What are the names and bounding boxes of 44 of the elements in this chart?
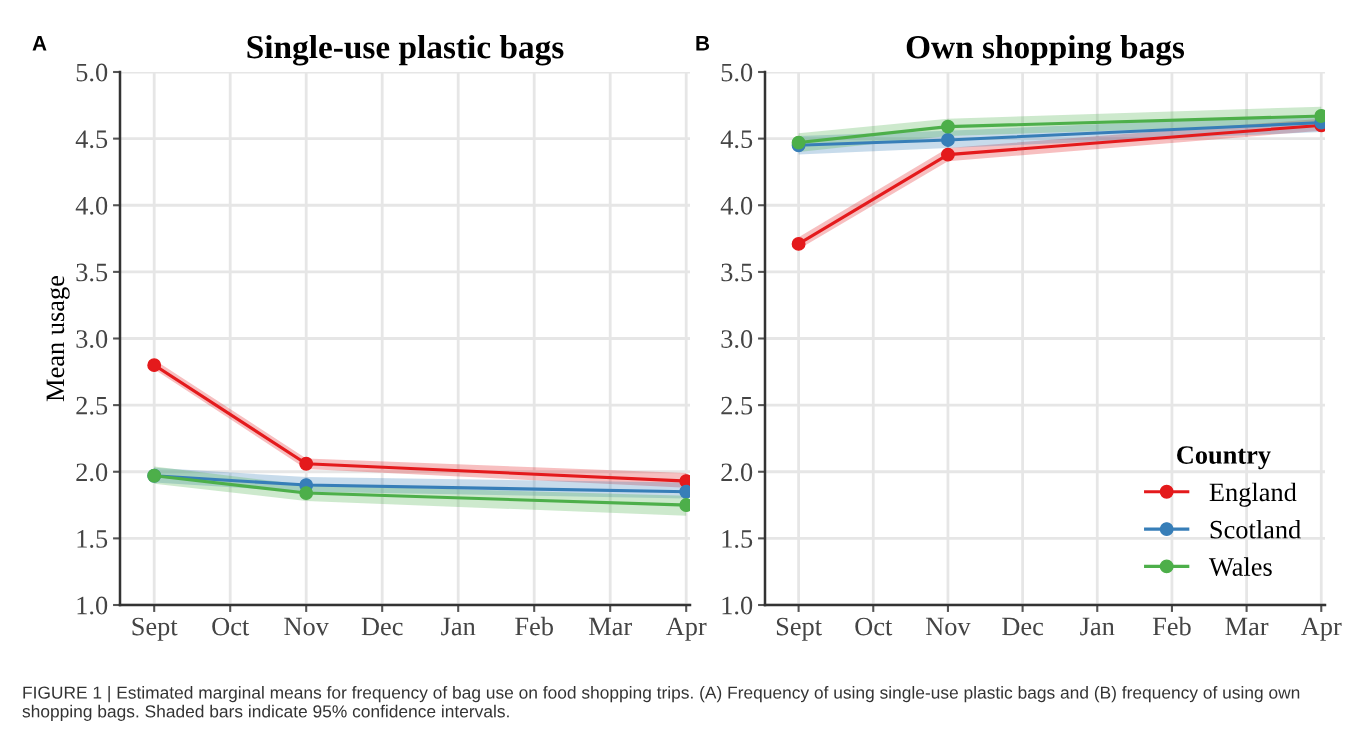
chart-title: Single-use plastic bags bbox=[247, 34, 564, 66]
y-tick-label: 3.5 bbox=[721, 263, 753, 282]
x-tick-label: Sept bbox=[776, 617, 822, 641]
y-tick-label: 4.0 bbox=[720, 196, 753, 215]
y-axis-title: Mean usage bbox=[46, 276, 70, 402]
x-tick-label: Mar bbox=[588, 617, 632, 636]
y-tick-label: 3.5 bbox=[76, 263, 108, 282]
y-tick-label: 5.0 bbox=[76, 63, 108, 82]
legend-title: Country bbox=[1177, 446, 1271, 470]
legend-label: Scotland bbox=[1210, 520, 1301, 539]
x-tick-label: Sept bbox=[132, 617, 178, 641]
x-tick-label: Nov bbox=[284, 617, 329, 636]
x-tick-label: Feb bbox=[1152, 616, 1191, 636]
y-tick-label: 2.5 bbox=[76, 396, 108, 415]
y-tick-label: 1.0 bbox=[722, 596, 753, 615]
y-tick-label: 2.5 bbox=[721, 396, 753, 415]
legend-label: England bbox=[1209, 482, 1297, 507]
x-tick-label: Jan bbox=[1080, 617, 1115, 636]
y-tick-label: 3.0 bbox=[76, 330, 108, 349]
text: A bbox=[32, 36, 47, 51]
y-tick-label: 5.0 bbox=[721, 63, 753, 82]
y-tick-label: 2.0 bbox=[721, 463, 753, 482]
caption: FIGURE 1 | Estimated marginal means for frequency of bag use on food shopping trips. (A) Frequency of using single-use plastic bags and (B) frequency of using own shopping bags. Shaded bars indicate 95% confidence intervals. bbox=[22, 686, 1300, 721]
y-tick-label: 4.0 bbox=[75, 196, 108, 215]
y-tick-label: 3.0 bbox=[721, 330, 753, 349]
x-tick-label: Mar bbox=[1225, 617, 1269, 636]
x-tick-label: Nov bbox=[925, 617, 971, 636]
x-tick-label: Oct bbox=[855, 617, 893, 636]
y-tick-label: 1.5 bbox=[77, 530, 108, 548]
x-tick-label: Apr bbox=[1301, 617, 1342, 641]
y-tick-label: 1.0 bbox=[77, 596, 108, 615]
x-tick-label: Dec bbox=[1002, 617, 1044, 636]
legend-label: Wales bbox=[1208, 557, 1272, 577]
chart-title: Own shopping bags bbox=[906, 34, 1185, 66]
text: B bbox=[696, 36, 710, 51]
y-tick-label: 2.0 bbox=[76, 463, 108, 482]
x-tick-label: Dec bbox=[361, 617, 403, 636]
x-tick-label: Oct bbox=[212, 617, 250, 636]
x-tick-label: Feb bbox=[515, 616, 553, 636]
x-tick-label: Jan bbox=[441, 617, 476, 636]
y-tick-label: 1.5 bbox=[722, 530, 753, 548]
x-tick-label: Apr bbox=[665, 617, 707, 641]
y-tick-label: 4.5 bbox=[75, 130, 108, 149]
y-tick-label: 4.5 bbox=[720, 130, 753, 149]
